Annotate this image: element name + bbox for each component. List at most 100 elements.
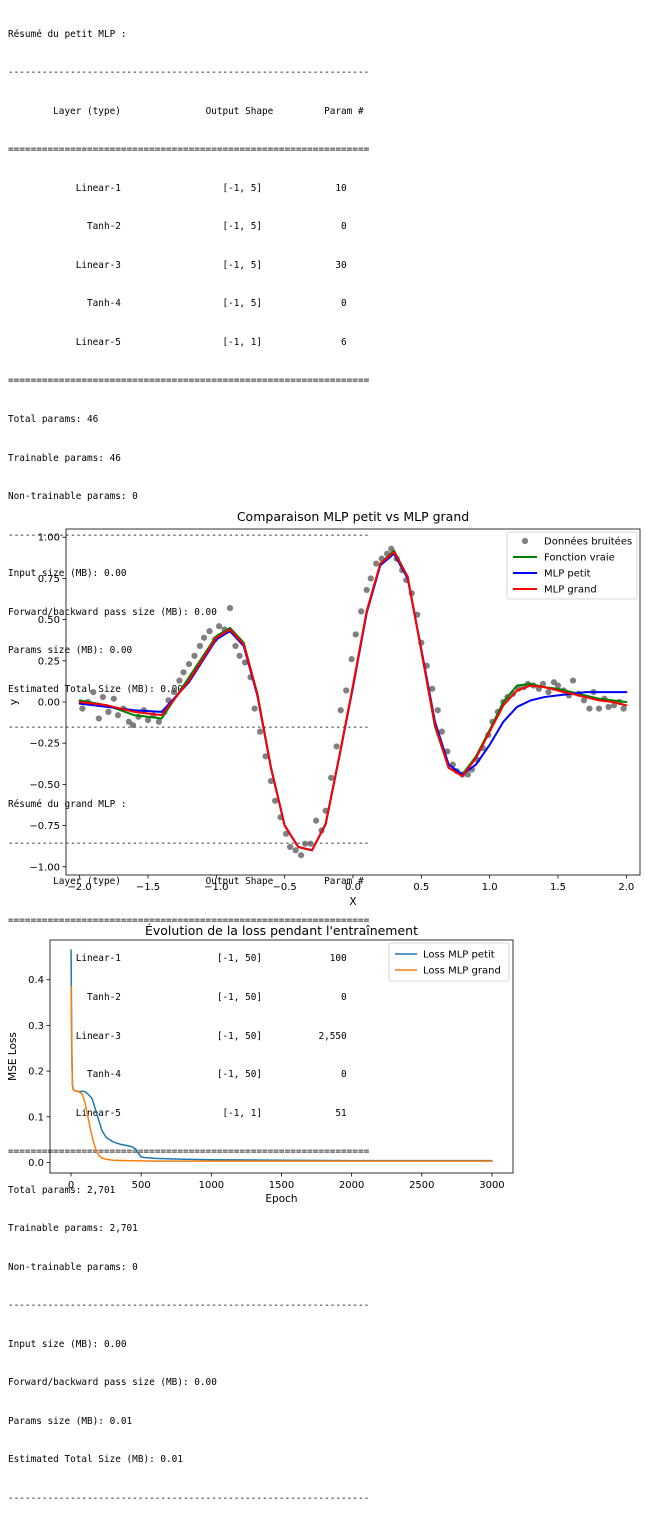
- noisy-data-point: [429, 685, 436, 692]
- noisy-data-point: [144, 717, 152, 724]
- noisy-data-point: [620, 705, 627, 712]
- noisy-data-point: [580, 697, 588, 704]
- noisy-data-point: [95, 715, 102, 722]
- header-output-shape: Output Shape: [205, 876, 274, 888]
- separator-dashed: ----------------------------------------…: [8, 837, 370, 849]
- header-layer: Layer (type): [53, 876, 121, 888]
- y-tick-label: −0.25: [29, 739, 60, 750]
- y-axis-label: y: [8, 699, 20, 705]
- x-tick-label: 0.5: [413, 882, 429, 893]
- output-shape: [-1, 50]: [120, 991, 262, 1003]
- layer-name: Linear-5: [8, 336, 121, 348]
- summary-row: Linear-5 [-1, 1] 51: [8, 1108, 408, 1121]
- legend-label: Loss MLP petit: [423, 950, 495, 961]
- input-size: Input size (MB): 0.00: [8, 1338, 127, 1350]
- x-tick-label: 2000: [339, 1180, 364, 1191]
- layer-name: Linear-3: [8, 1030, 121, 1042]
- layer-name: Linear-3: [8, 259, 121, 271]
- noisy-data-point: [241, 659, 249, 666]
- param-count: 10: [262, 182, 347, 194]
- summary-row: Linear-1 [-1, 50] 100: [8, 953, 408, 966]
- noisy-data-point: [313, 817, 320, 824]
- y-tick-label: −0.50: [29, 780, 60, 791]
- summary-row: Linear-1 [-1, 5] 10: [8, 183, 408, 196]
- total-size: Estimated Total Size (MB): 0.01: [8, 1454, 183, 1466]
- layer-name: Tanh-2: [8, 221, 121, 233]
- noisy-data-point: [328, 774, 335, 781]
- x-tick-label: 1.0: [482, 882, 498, 893]
- loss-small-line: [70, 949, 493, 1162]
- summary-header-row: Layer (type) Output Shape Param #: [8, 106, 408, 119]
- param-count: 0: [262, 298, 347, 310]
- x-axis-label: X: [349, 896, 356, 908]
- noisy-data-point: [114, 712, 122, 719]
- summary-row: Linear-5 [-1, 1] 6: [8, 337, 408, 350]
- noisy-data-point: [352, 631, 359, 638]
- noisy-data-point: [464, 771, 471, 778]
- noisy-data-point: [358, 608, 365, 615]
- noisy-data-point: [307, 840, 314, 847]
- noisy-data-point: [105, 708, 112, 715]
- y-axis-label: MSE Loss: [7, 1032, 19, 1081]
- non-trainable-params: Non-trainable params: 0: [8, 1261, 138, 1273]
- noisy-data-point: [434, 707, 441, 714]
- y-tick-label: 0.3: [28, 1021, 44, 1032]
- mlp-large-line: [78, 551, 628, 852]
- noisy-data-point: [272, 797, 279, 804]
- chart-title: Comparaison MLP petit vs MLP grand: [237, 509, 469, 524]
- x-tick-label: 1000: [199, 1180, 224, 1191]
- noisy-data-point: [226, 604, 234, 612]
- layer-name: Linear-5: [8, 1107, 121, 1119]
- separator-dashed: ----------------------------------------…: [8, 1492, 370, 1504]
- layer-name: Linear-1: [8, 953, 121, 965]
- pass-size: Forward/backward pass size (MB): 0.00: [8, 606, 217, 618]
- y-tick-label: 0.4: [28, 975, 44, 986]
- legend-label: Fonction vraie: [544, 553, 615, 564]
- x-tick-label: −2.0: [68, 882, 92, 893]
- mlp-small-line: [78, 552, 628, 852]
- noisy-data-point: [287, 843, 294, 851]
- noisy-data-point: [90, 689, 97, 696]
- legend-label: Loss MLP grand: [423, 966, 501, 977]
- x-tick-label: −0.5: [273, 882, 297, 893]
- noisy-data-point: [333, 743, 340, 750]
- separator-double: ========================================…: [8, 1146, 370, 1158]
- separator-dashed: ----------------------------------------…: [8, 1300, 370, 1312]
- params-size: Params size (MB): 0.01: [8, 1415, 133, 1427]
- summary-row: Tanh-4 [-1, 50] 0: [8, 1069, 408, 1082]
- noisy-data-point: [267, 777, 275, 785]
- x-tick-label: 500: [132, 1180, 151, 1191]
- noisy-data-point: [373, 560, 380, 567]
- total-params: Total params: 2,701: [8, 1184, 116, 1196]
- layer-name: Tanh-2: [8, 991, 121, 1003]
- noisy-data-point: [256, 728, 264, 735]
- x-tick-label: 0: [68, 1180, 74, 1191]
- noisy-data-point: [129, 721, 137, 729]
- loss-chart: Évolution de la loss pendant l'entraînem…: [7, 923, 514, 1205]
- param-count: 6: [262, 336, 347, 348]
- output-shape: [-1, 5]: [120, 221, 262, 233]
- layer-name: Tanh-4: [8, 1069, 121, 1081]
- noisy-data-point: [155, 718, 163, 725]
- x-tick-label: 0.0: [345, 882, 361, 893]
- total-params: Total params: 46: [8, 414, 99, 425]
- x-tick-label: 3000: [479, 1180, 504, 1191]
- trainable-params: Trainable params: 2,701: [8, 1223, 138, 1235]
- output-shape: [-1, 50]: [120, 1030, 262, 1042]
- output-shape: [-1, 1]: [120, 336, 262, 348]
- noisy-data-point: [200, 634, 208, 641]
- y-tick-label: 0.2: [28, 1067, 44, 1078]
- y-tick-label: 0.25: [38, 656, 60, 667]
- noisy-data-point: [367, 575, 374, 582]
- noisy-data-point: [610, 702, 618, 709]
- noisy-data-point: [232, 642, 239, 650]
- noisy-data-point: [569, 677, 577, 684]
- y-tick-label: 0.00: [38, 698, 60, 709]
- param-count: 2,550: [262, 1030, 347, 1042]
- noisy-data-point: [539, 680, 547, 687]
- noisy-data-point: [348, 656, 355, 663]
- x-tick-label: 1.5: [550, 882, 566, 893]
- x-tick-label: 1500: [269, 1180, 294, 1191]
- input-size: Input size (MB): 0.00: [8, 568, 127, 580]
- y-tick-label: −1.00: [29, 862, 60, 873]
